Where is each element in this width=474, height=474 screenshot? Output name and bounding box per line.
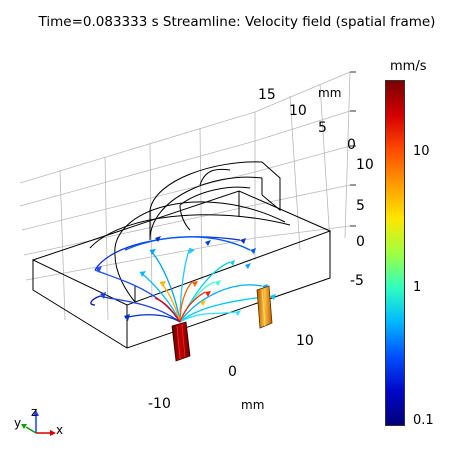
outlet-pipe bbox=[256, 285, 273, 329]
x-tick-0: 0 bbox=[228, 364, 237, 380]
x-tick-10: 10 bbox=[296, 333, 314, 349]
x-tick-neg10: -10 bbox=[148, 396, 171, 412]
y-tick-0: 0 bbox=[347, 137, 356, 153]
triad-z-label: z bbox=[31, 405, 38, 419]
colorbar-tick-1: 1 bbox=[413, 280, 422, 295]
y-tick-15: 15 bbox=[258, 87, 276, 103]
z-tick-neg5: -5 bbox=[350, 273, 364, 289]
streamlines bbox=[90, 236, 271, 323]
y-tick-5: 5 bbox=[318, 120, 327, 136]
colorbar bbox=[385, 80, 405, 426]
triad-y-label: y bbox=[14, 416, 22, 430]
colorbar-tick-10: 10 bbox=[413, 144, 430, 159]
triad-x-label: x bbox=[56, 423, 64, 437]
inlet-pipe bbox=[171, 321, 191, 362]
z-tick-10: 10 bbox=[356, 157, 374, 173]
z-tick-5: 5 bbox=[356, 198, 365, 214]
y-axis-unit: mm bbox=[318, 86, 342, 100]
axis-triad bbox=[21, 410, 56, 436]
axis-ticks bbox=[350, 71, 356, 227]
plot-title: Time=0.083333 s Streamline: Velocity fie… bbox=[38, 14, 436, 30]
colorbar-tick-0-1: 0.1 bbox=[413, 413, 434, 428]
colorbar-unit: mm/s bbox=[390, 59, 427, 74]
channel-block bbox=[31, 161, 332, 349]
x-axis-unit: mm bbox=[241, 398, 265, 412]
z-tick-0: 0 bbox=[356, 234, 365, 250]
y-tick-10: 10 bbox=[289, 103, 307, 119]
